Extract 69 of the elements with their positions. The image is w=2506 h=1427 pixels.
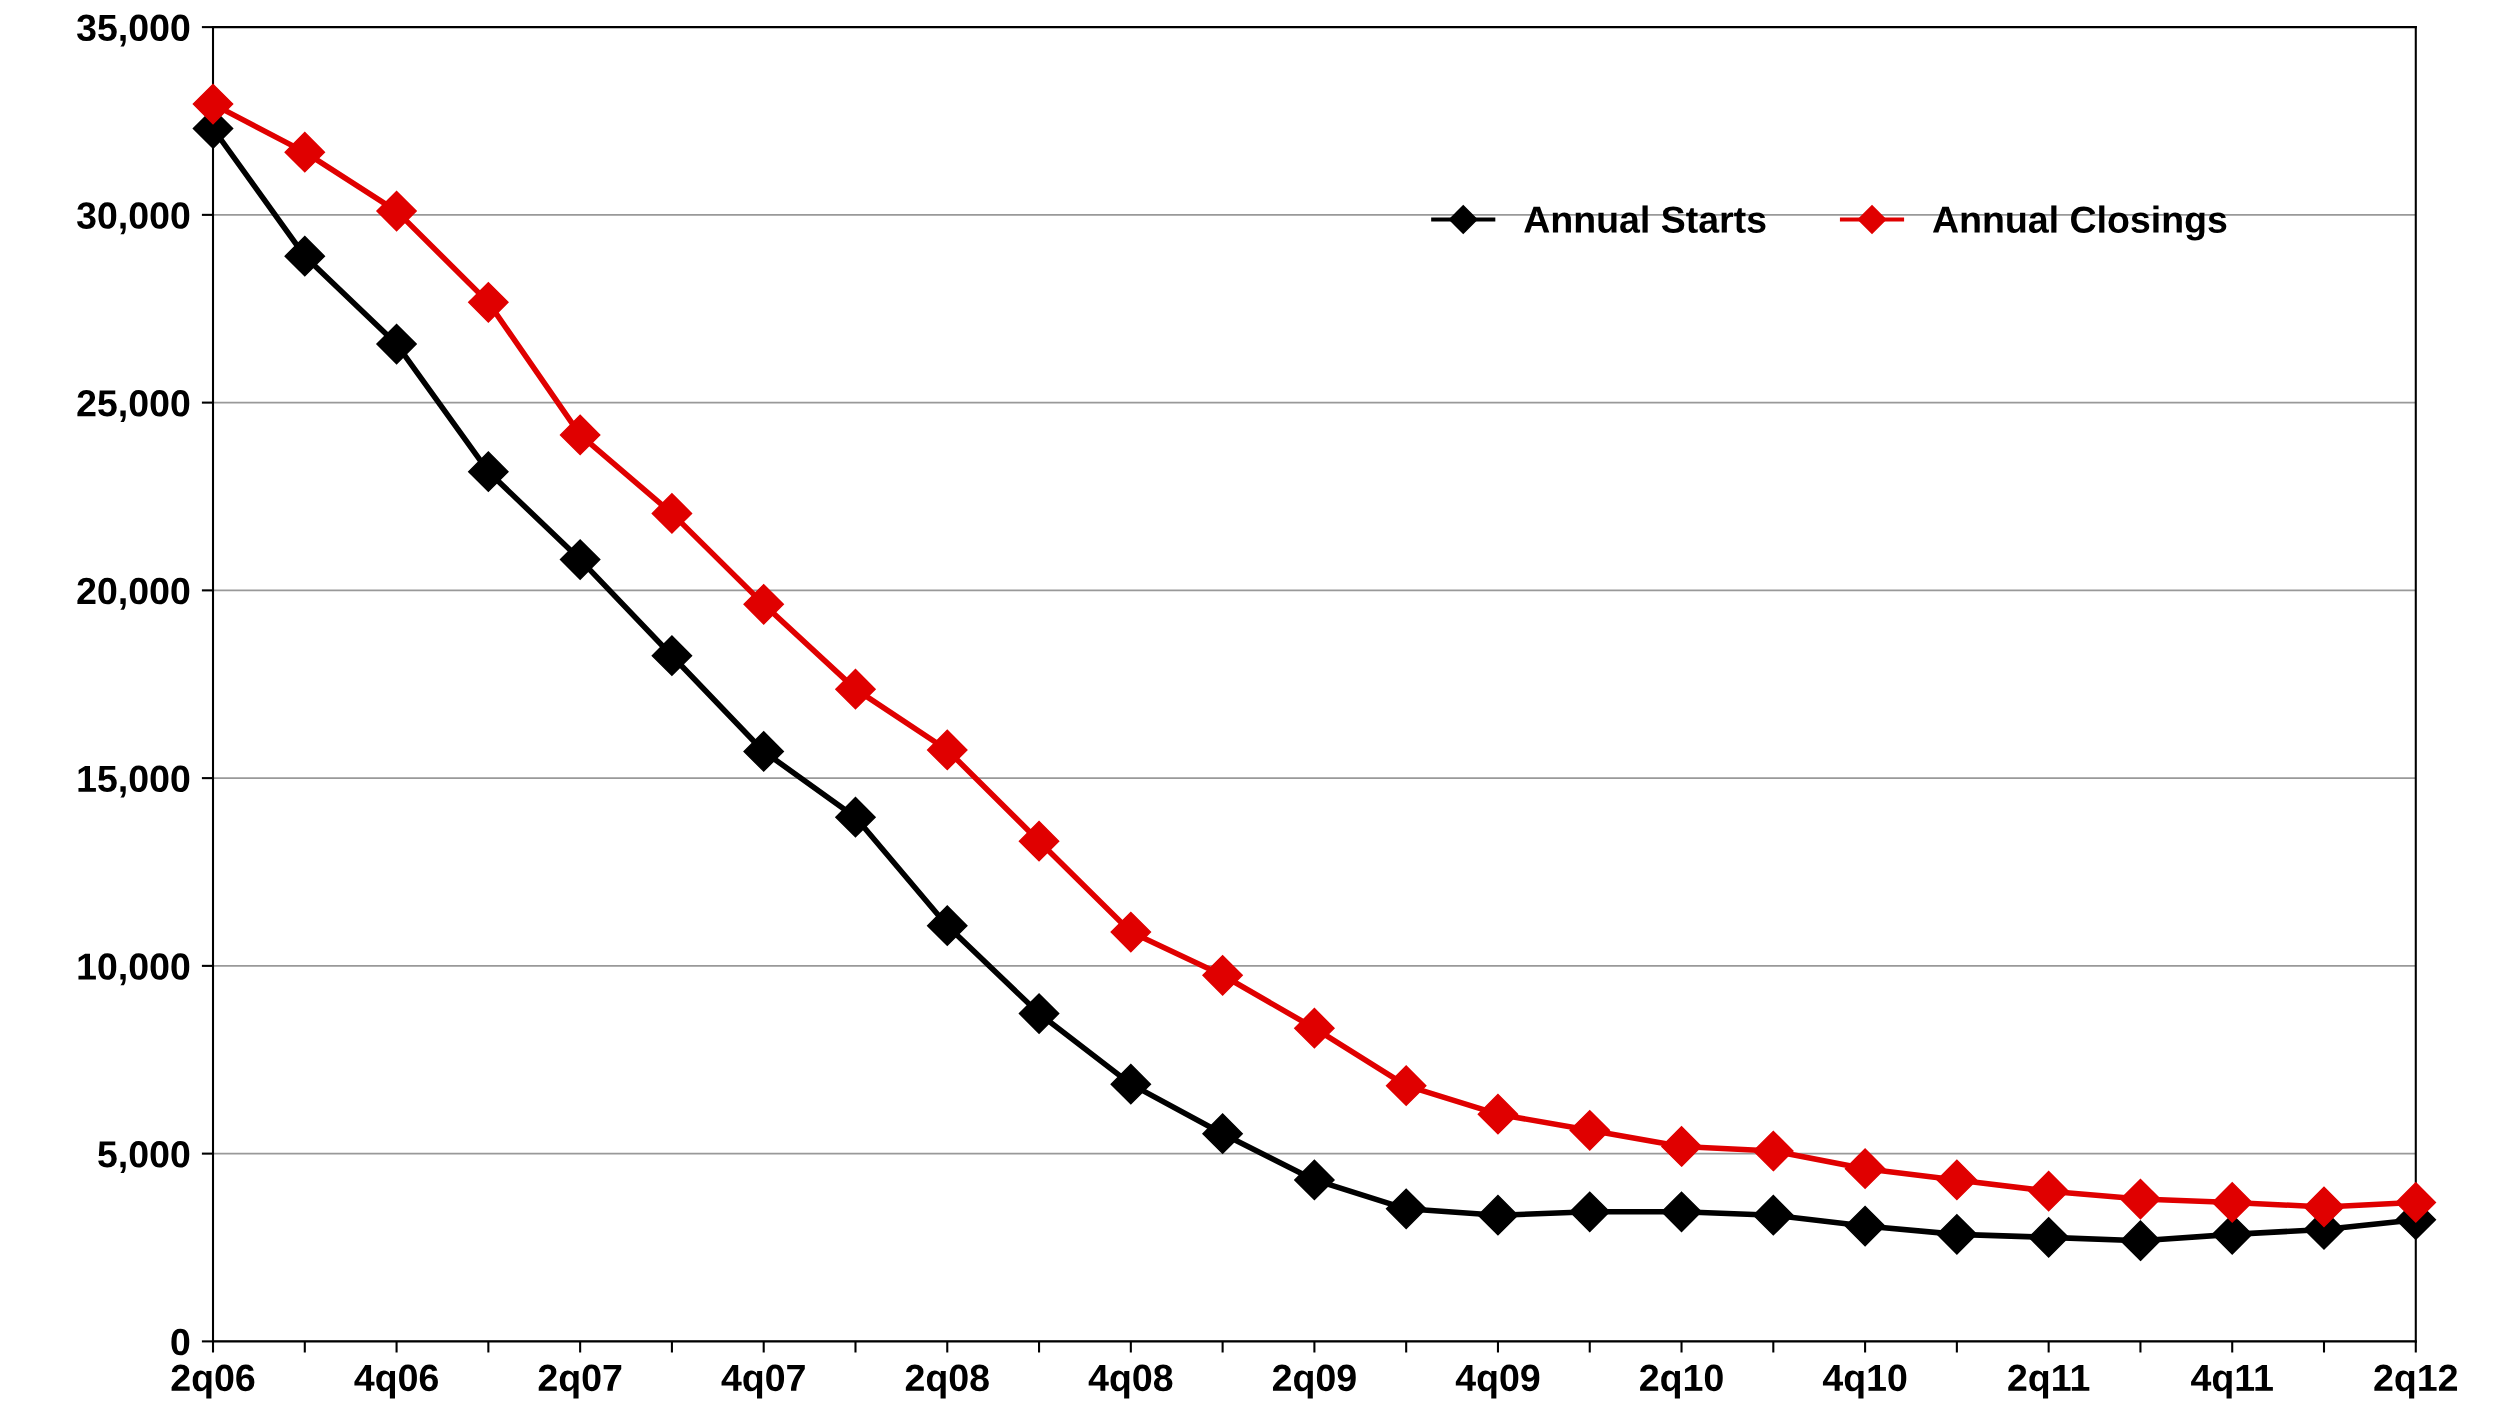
y-tick-label: 0 [171,1328,190,1356]
point [743,583,785,625]
point [1477,1194,1519,1236]
point [376,190,417,232]
point [468,282,509,323]
y-tick-label: 30,000 [76,202,190,235]
point [743,731,785,772]
point [2028,1170,2069,1212]
point [1936,1159,1978,1201]
x-tick-label: 4q10 [1822,1364,1907,1399]
x-tick-label: 2q11 [2008,1364,2090,1399]
point [1752,1194,1794,1236]
point [1936,1214,1978,1255]
point [2120,1178,2161,1220]
y-tick-label: 25,000 [77,390,190,423]
y-tick-label: 10,000 [78,953,190,986]
point [926,729,968,771]
point [1385,1188,1427,1230]
point [1661,1126,1702,1167]
point [1385,1065,1427,1106]
point [926,905,968,947]
point [2395,1182,2437,1223]
point [2303,1186,2345,1228]
x-tick-label: 4q06 [354,1364,438,1399]
point [192,83,234,125]
point [1477,1093,1519,1135]
point [1752,1130,1794,1172]
x-tick-label: 4q09 [1455,1364,1540,1399]
point [376,323,417,365]
point [1202,1113,1243,1155]
point [559,414,601,456]
point [1294,1159,1335,1201]
point [835,668,876,710]
x-tick-label: 2q06 [171,1364,255,1399]
x-tick-label: 2q07 [538,1364,622,1399]
point [1844,1205,1886,1247]
x-tick-label: 2q10 [1640,1364,1723,1399]
point [559,539,601,580]
point [651,493,693,534]
x-tick-label: 2q08 [905,1364,989,1399]
point [1294,1007,1335,1049]
legend-label: Annual Starts [1524,205,1766,233]
point [835,796,876,838]
x-tick-label: 2q09 [1272,1364,1356,1399]
x-tick-label: 4q11 [2191,1364,2273,1399]
point [2028,1217,2069,1258]
point [1202,954,1243,996]
y-tick-label: 20,000 [77,577,190,610]
y-tick-label: 5,000 [98,1141,190,1174]
point [1844,1148,1886,1189]
x-tick-label: 2q12 [2374,1364,2458,1399]
x-tick-label: 4q08 [1088,1364,1173,1399]
legend-label: Annual Closings [1932,205,2227,241]
point [1018,820,1060,862]
point [284,131,326,173]
y-tick-label: 35,000 [76,14,190,47]
point [468,451,509,493]
x-tick-label: 4q07 [721,1364,805,1399]
point [284,235,326,277]
point [651,635,693,677]
y-tick-label: 15,000 [78,765,190,798]
point [2120,1220,2161,1262]
point [1018,993,1060,1034]
point [2211,1182,2253,1223]
point [1110,1063,1152,1105]
point [1661,1191,1702,1233]
point [1110,911,1152,953]
point [1569,1191,1611,1233]
point [1569,1110,1611,1151]
